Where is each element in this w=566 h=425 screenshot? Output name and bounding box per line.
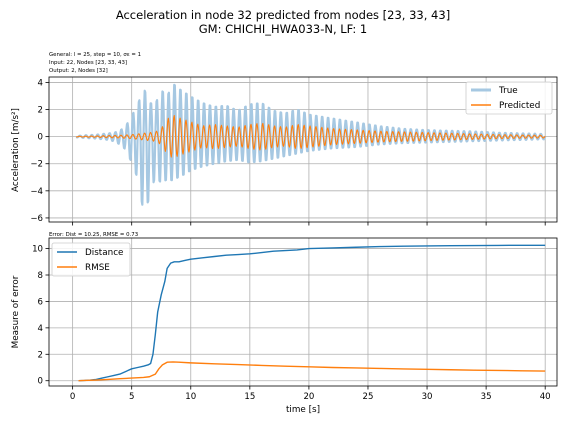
y-tick-label: 0 bbox=[38, 133, 43, 143]
error-legend: Distance RMSE bbox=[51, 242, 131, 277]
x-tick-label: 35 bbox=[481, 392, 492, 402]
legend-predicted-label: Predicted bbox=[499, 101, 540, 111]
acceleration-legend: True Predicted bbox=[465, 81, 553, 115]
legend-distance-label: Distance bbox=[85, 248, 123, 258]
y-tick-label: 6 bbox=[38, 297, 43, 307]
series-rmse-line bbox=[78, 361, 546, 382]
y-tick-label: 4 bbox=[38, 78, 43, 88]
note-input: Input: 22, Nodes [23, 33, 43] bbox=[49, 60, 127, 66]
acceleration-axes-frame bbox=[48, 76, 558, 223]
x-tick-label: 15 bbox=[244, 392, 255, 402]
y-tick-label: 2 bbox=[38, 350, 43, 360]
series-predicted-line bbox=[76, 115, 546, 158]
acceleration-panel: General: l = 25, step = 10, σε = 1 Input… bbox=[11, 52, 558, 226]
x-tick-label: 40 bbox=[540, 392, 551, 402]
error-axes-frame bbox=[48, 237, 558, 387]
legend-rmse-label: RMSE bbox=[85, 263, 110, 273]
y-tick-label: −4 bbox=[30, 187, 43, 197]
note-error: Error: Dist = 10.25, RMSE = 0.73 bbox=[49, 232, 138, 238]
acceleration-ylabel: Acceleration [m/s²] bbox=[11, 108, 21, 192]
x-tick-label: 10 bbox=[185, 392, 196, 402]
note-output: Output: 2, Nodes [32] bbox=[49, 68, 108, 74]
x-tick-label: 30 bbox=[422, 392, 433, 402]
x-tick-label: 20 bbox=[303, 392, 314, 402]
x-tick-label: 0 bbox=[70, 392, 75, 402]
figure-title-line1: Acceleration in node 32 predicted from n… bbox=[116, 8, 450, 22]
error-xlabel: time [s] bbox=[286, 405, 320, 415]
y-tick-label: 2 bbox=[38, 106, 43, 116]
x-tick-label: 25 bbox=[363, 392, 374, 402]
y-tick-label: −2 bbox=[30, 160, 43, 170]
legend-true-label: True bbox=[498, 86, 518, 96]
x-tick-label: 5 bbox=[129, 392, 134, 402]
series-distance-line bbox=[78, 244, 546, 382]
note-general: General: l = 25, step = 10, σε = 1 bbox=[49, 52, 141, 58]
figure-title-line2: GM: CHICHI_HWA033-N, LF: 1 bbox=[199, 22, 368, 36]
y-tick-label: 10 bbox=[32, 245, 43, 255]
series-true-line bbox=[75, 83, 547, 206]
error-panel: Error: Dist = 10.25, RMSE = 0.73 0 5 10 15 2… bbox=[11, 232, 558, 415]
error-ylabel: Measure of error bbox=[11, 275, 21, 348]
y-tick-label: 8 bbox=[38, 271, 43, 281]
y-tick-label: 0 bbox=[38, 377, 43, 387]
y-tick-label: −6 bbox=[30, 214, 43, 224]
y-tick-label: 4 bbox=[38, 324, 43, 334]
